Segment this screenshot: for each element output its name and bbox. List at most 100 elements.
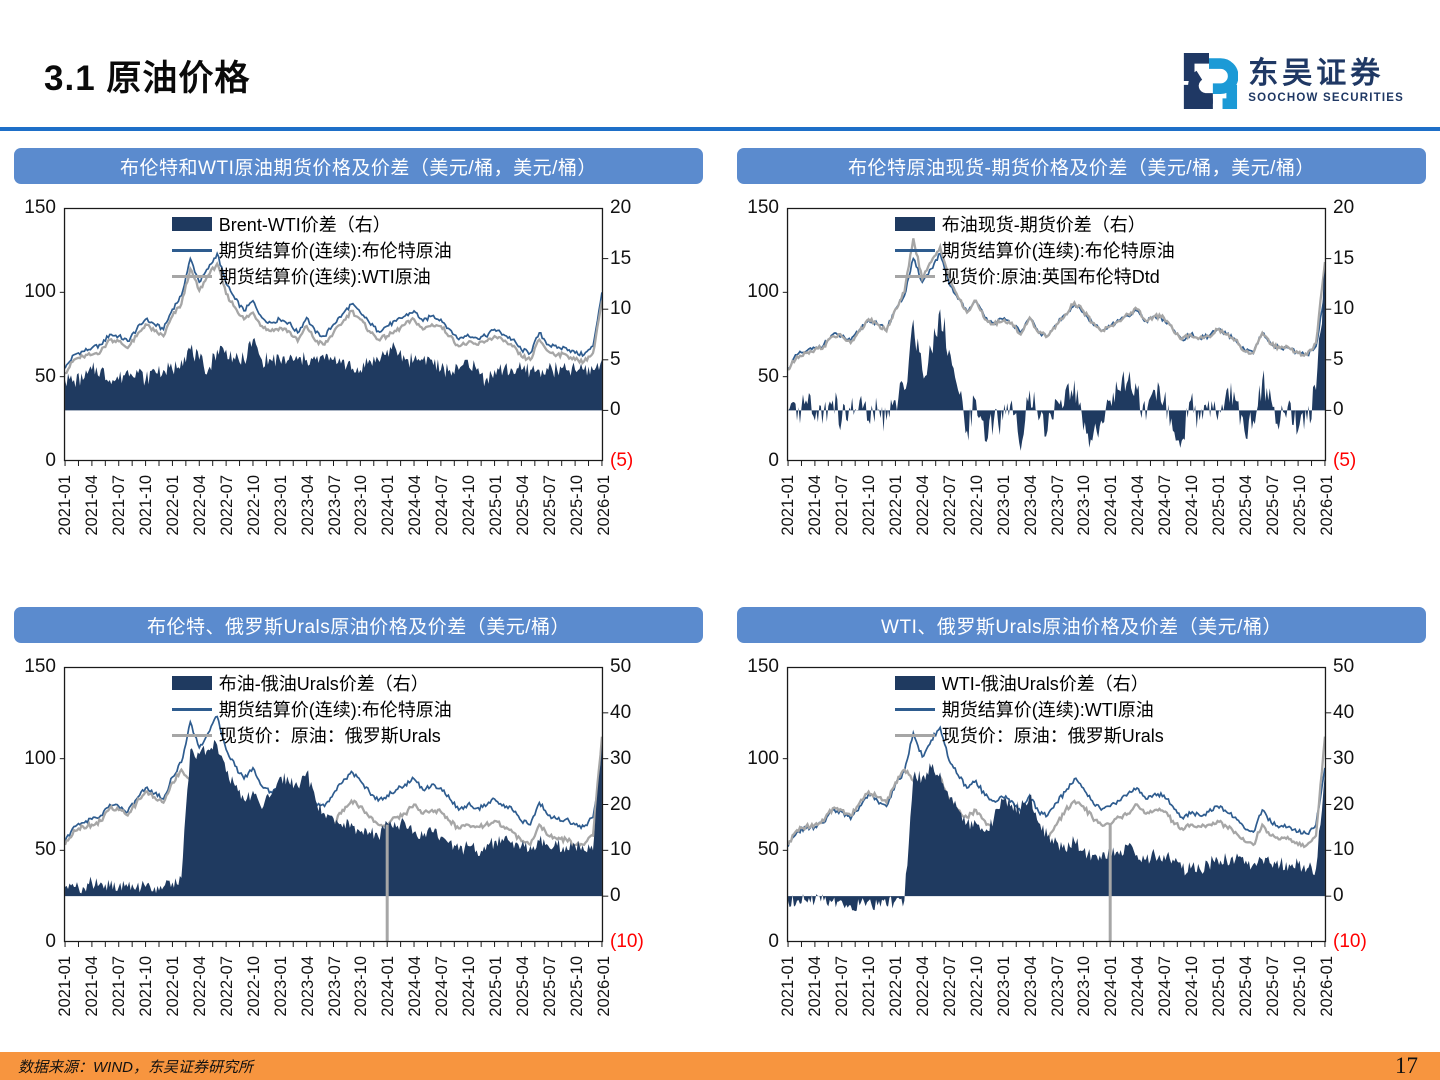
chart-svg	[64, 208, 603, 467]
legend-area-swatch	[894, 676, 935, 690]
y-axis-left: 150 100 50 0	[737, 656, 787, 952]
legend-line-swatch	[171, 248, 212, 252]
legend-item: 期货结算价(连续):布伦特原油	[171, 237, 452, 263]
x-axis-label: 2022-10	[244, 956, 263, 1017]
x-axis-labels: 2021-01 2021-04 2021-07 2021-10 2022-01 2022-…	[779, 951, 1336, 1055]
x-axis-label: 2022-04	[190, 475, 209, 536]
x-axis-label: 2023-07	[1048, 475, 1067, 536]
chart-panel-brent-spot-futures: 布伦特原油现货-期货价格及价差（美元/桶，美元/桶） 150 100 50 0 布油现…	[737, 148, 1426, 566]
x-axis-label: 2024-04	[1129, 956, 1148, 1017]
axis-tick-label: 0	[45, 450, 56, 471]
legend-line-swatch	[894, 733, 935, 737]
y-axis-right: 20 15 10 5 0 (5)	[603, 197, 703, 471]
chart-title-bar: WTI、俄罗斯Urals原油价格及价差（美元/桶）	[737, 607, 1426, 643]
axis-tick-label: 0	[45, 931, 56, 952]
legend-label: 期货结算价(连续):WTI原油	[218, 267, 431, 287]
x-axis-label: 2025-07	[541, 475, 560, 536]
axis-tick-label: 30	[610, 747, 632, 769]
legend-area-swatch	[171, 217, 212, 231]
y-axis-right: 50 40 30 20 10 0 (10)	[1326, 656, 1426, 952]
axis-tick-label: 20	[610, 793, 632, 815]
axis-tick-label: 0	[1333, 399, 1344, 421]
chart-panel-brent-wti-futures: 布伦特和WTI原油期货价格及价差（美元/桶，美元/桶） 150 100 50 0 Br…	[14, 148, 703, 566]
axis-tick-label: 10	[610, 839, 632, 861]
x-axis-label: 2025-10	[1291, 956, 1310, 1017]
legend-item: 现货价：原油：俄罗斯Urals	[894, 722, 1164, 748]
x-axis-label: 2024-04	[1129, 475, 1148, 536]
legend-label: Brent-WTI价差（右）	[218, 215, 391, 235]
x-axis-label: 2026-01	[595, 956, 613, 1017]
axis-tick-label: 50	[610, 656, 632, 677]
plot-area: WTI-俄油Urals价差（右） 期货结算价(连续):WTI原油 现货价：原油：俄罗…	[787, 667, 1326, 948]
legend-label: 期货结算价(连续):布伦特原油	[218, 700, 452, 720]
x-axis-label: 2022-04	[913, 956, 932, 1017]
chart-title: 布伦特和WTI原油期货价格及价差（美元/桶，美元/桶）	[120, 157, 597, 179]
axis-tick-label: 150	[24, 197, 56, 218]
x-axis-label: 2024-10	[460, 956, 479, 1017]
x-axis-label: 2021-04	[82, 956, 101, 1017]
x-axis-label: 2021-01	[779, 956, 797, 1017]
x-axis-label: 2024-01	[1102, 475, 1121, 536]
legend-item: 期货结算价(连续):WTI原油	[171, 263, 452, 289]
axis-tick-label: 0	[768, 450, 779, 471]
x-axis-label: 2023-04	[298, 475, 317, 536]
x-axis-label: 2023-01	[994, 475, 1013, 536]
y-axis-left: 150 100 50 0	[14, 197, 64, 471]
legend-item: 期货结算价(连续):布伦特原油	[171, 696, 452, 722]
x-axis-label: 2024-07	[1156, 475, 1175, 536]
x-axis-label: 2025-10	[1291, 475, 1310, 536]
x-axis-label: 2024-10	[460, 475, 479, 536]
axis-tick-label: 5	[610, 348, 621, 370]
y-axis-right: 20 15 10 5 0 (5)	[1326, 197, 1426, 471]
x-axis-label: 2021-04	[82, 475, 101, 536]
x-axis-label: 2023-01	[271, 475, 290, 536]
x-axis-label: 2023-01	[271, 956, 290, 1017]
legend-label: 期货结算价(连续):布伦特原油	[941, 241, 1175, 261]
axis-tick-label: 20	[1333, 793, 1355, 815]
axis-tick-label: 50	[34, 365, 56, 387]
x-axis-label: 2023-10	[1075, 475, 1094, 536]
x-axis-label: 2024-01	[1102, 956, 1121, 1017]
legend-item: Brent-WTI价差（右）	[171, 211, 452, 237]
legend-item: 期货结算价(连续):WTI原油	[894, 696, 1164, 722]
x-axis-label: 2024-07	[1156, 956, 1175, 1017]
legend-item: 现货价：原油：俄罗斯Urals	[171, 722, 452, 748]
axis-tick-label: 20	[610, 197, 632, 218]
axis-tick-label: 40	[1333, 701, 1355, 723]
chart-title: 布伦特、俄罗斯Urals原油价格及价差（美元/桶）	[146, 616, 571, 638]
axis-tick-label: 50	[757, 839, 779, 861]
x-axis-label: 2022-10	[967, 475, 986, 536]
x-axis-label: 2022-01	[886, 475, 905, 536]
x-axis-label: 2024-07	[433, 956, 452, 1017]
chart-legend: WTI-俄油Urals价差（右） 期货结算价(连续):WTI原油 现货价：原油：俄罗…	[894, 670, 1164, 748]
x-axis-label: 2024-04	[406, 956, 425, 1017]
axis-tick-label: (5)	[610, 450, 634, 471]
x-axis-label: 2022-07	[940, 475, 959, 536]
axis-tick-label: 10	[610, 298, 632, 320]
legend-item: 布油现货-期货价差（右）	[894, 211, 1175, 237]
x-axis-labels: 2021-01 2021-04 2021-07 2021-10 2022-01 2022-…	[56, 951, 613, 1055]
axis-tick-label: 50	[1333, 656, 1355, 677]
x-axis-label: 2022-10	[967, 956, 986, 1017]
legend-item: 布油-俄油Urals价差（右）	[171, 670, 452, 696]
axis-tick-label: (10)	[610, 931, 644, 952]
y-axis-right: 50 40 30 20 10 0 (10)	[603, 656, 703, 952]
chart-legend: Brent-WTI价差（右） 期货结算价(连续):布伦特原油期货结算价(连续):W…	[171, 211, 452, 289]
x-axis-label: 2023-04	[298, 956, 317, 1017]
axis-tick-label: 40	[610, 701, 632, 723]
legend-area-swatch	[171, 676, 212, 690]
legend-item: 期货结算价(连续):布伦特原油	[894, 237, 1175, 263]
x-axis-label: 2025-07	[1264, 956, 1283, 1017]
x-axis-label: 2021-10	[136, 475, 155, 536]
company-logo: 东吴证券 SOOCHOW SECURITIES	[1180, 52, 1404, 110]
x-axis-label: 2025-04	[514, 475, 533, 536]
chart-title-bar: 布伦特、俄罗斯Urals原油价格及价差（美元/桶）	[14, 607, 703, 643]
x-axis-label: 2026-01	[1318, 475, 1336, 536]
x-axis-label: 2022-07	[217, 475, 236, 536]
legend-label: 现货价:原油:英国布伦特Dtd	[941, 267, 1160, 287]
axis-tick-label: 100	[24, 281, 56, 303]
x-axis-label: 2023-04	[1021, 956, 1040, 1017]
x-axis-label: 2023-07	[325, 475, 344, 536]
x-axis-label: 2022-01	[163, 956, 182, 1017]
legend-line-swatch	[171, 274, 212, 278]
